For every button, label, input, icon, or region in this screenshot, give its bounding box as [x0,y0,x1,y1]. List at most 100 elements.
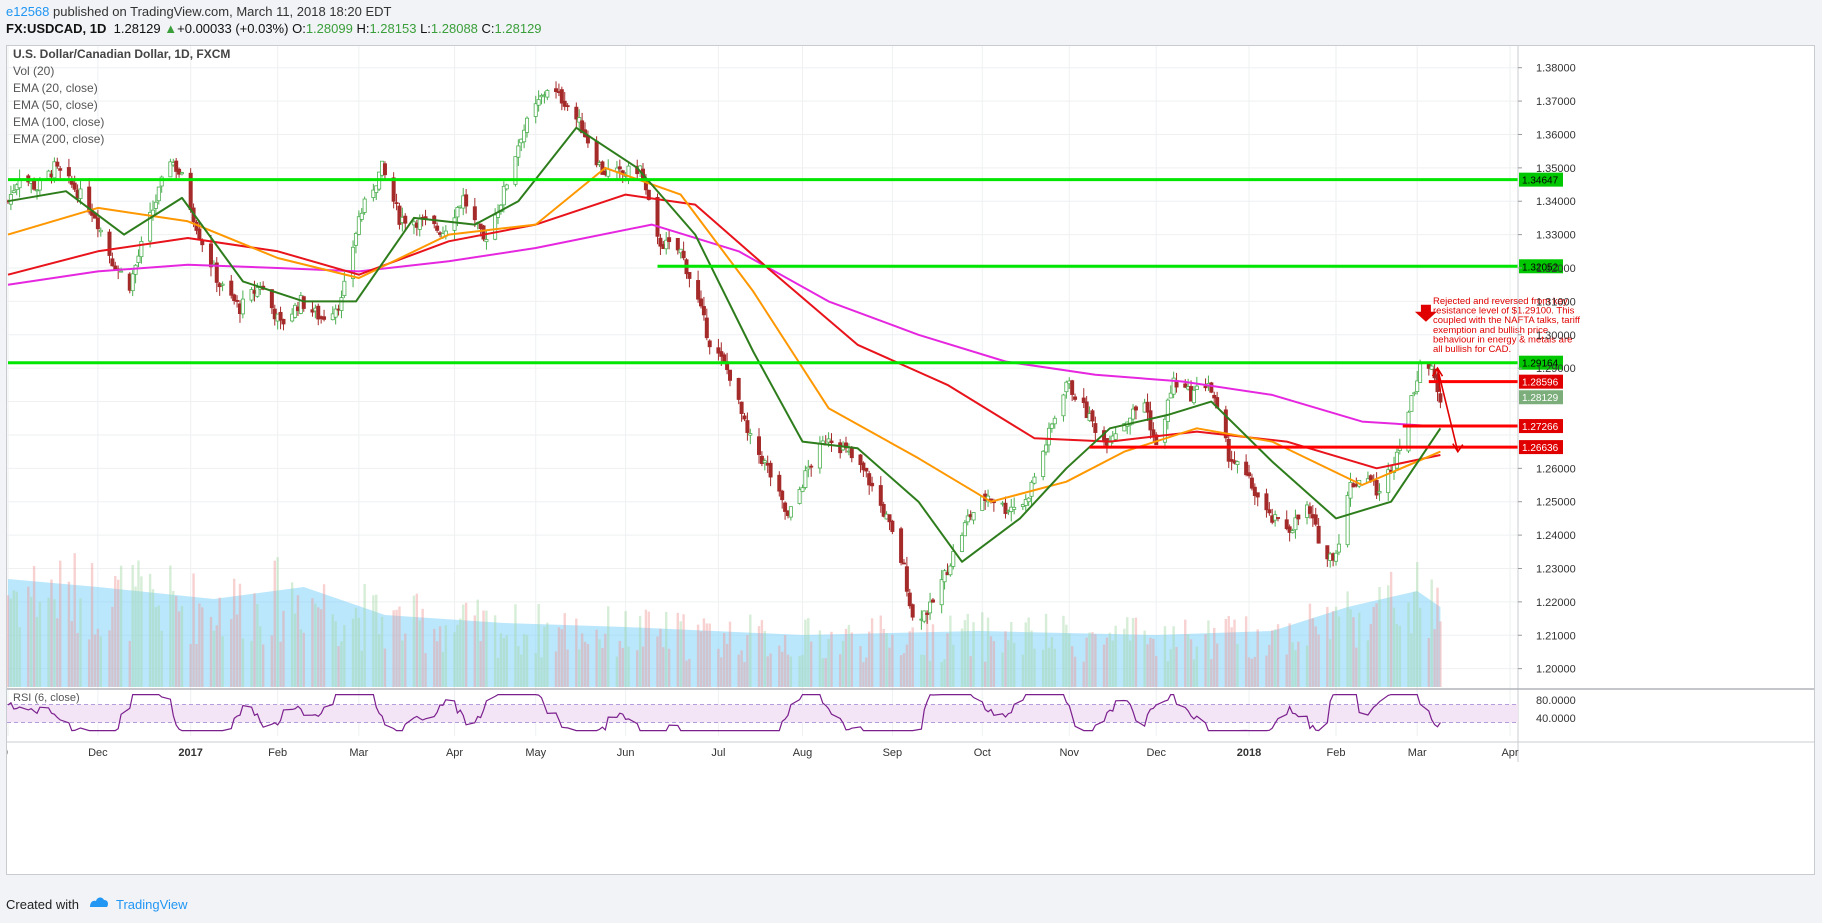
candle-body [1113,433,1118,440]
candle-body [139,240,144,258]
x-tick-label: Mar [349,747,368,759]
volume-bar [1172,626,1175,687]
author-link[interactable]: e12568 [6,4,50,19]
candle-body [809,465,814,468]
candle-body [359,212,364,220]
candle-body [208,243,213,268]
volume-bar [1247,657,1251,687]
price-chart[interactable]: 1.34647 1.32052 1.29164 1.28596 1.27266 1.266… [7,46,1814,874]
volume-bar [404,633,407,687]
volume-bar [763,630,766,687]
volume-bar [586,644,590,687]
volume-bar [38,601,42,687]
volume-bar [1123,628,1126,687]
volume-bar [479,641,482,687]
candle-body [1249,477,1254,489]
volume-bar [27,586,30,687]
volume-bar [392,610,395,687]
volume-bar [331,614,334,687]
change-value: +0.00033 (+0.03%) [177,21,289,36]
candle-body [742,415,747,420]
volume-bar [618,640,622,687]
volume-bar [644,609,648,687]
candle-body [1287,526,1292,533]
candle-body [1394,451,1399,469]
volume-bar [789,656,793,687]
volume-bar [67,581,71,687]
candle-body [948,565,953,576]
volume-bar [870,618,874,687]
candle-body [249,289,254,301]
volume-bar [418,620,421,687]
candle-body [655,196,660,237]
candle-body [72,182,77,190]
x-tick-label: 2018 [1237,747,1261,759]
tradingview-brand[interactable]: TradingView [116,897,188,912]
volume-bar [1131,617,1135,687]
candle-body [777,474,782,492]
volume-bar [18,627,21,687]
volume-bar [195,644,198,687]
volume-bar [1387,585,1390,687]
candle-body [1064,381,1069,393]
y-tick-label: 1.37000 [1536,96,1576,108]
volume-bar [1184,619,1187,687]
volume-bar [32,565,36,687]
volume-bar [476,599,479,687]
x-tick-label: Aug [793,747,813,759]
volume-bar [1392,607,1396,687]
volume-bar [520,654,523,687]
volume-bar [534,653,537,687]
volume-bar [821,658,824,687]
volume-bar [354,607,358,687]
volume-bar [441,652,445,687]
volume-bar [1105,637,1109,687]
volume-bar [830,631,833,687]
volume-bar [540,657,543,687]
volume-bar [250,640,253,687]
candle-body [762,460,767,464]
volume-bar [604,633,607,687]
volume-bar [986,617,990,687]
candle-body [1244,461,1249,476]
volume-bar [931,624,935,687]
volume-layer [7,553,1442,687]
candle-body [904,566,909,592]
volume-bar [966,613,969,687]
volume-bar [699,631,703,687]
candle-body [1203,385,1208,389]
x-tick-label: Oct [974,747,991,759]
volume-bar [111,606,114,687]
tradingview-logo-icon [90,897,108,907]
volume-bar [920,654,923,687]
candle-body [351,246,356,279]
candle-body [316,305,321,320]
candle-body [1345,495,1350,546]
candle-body [1084,401,1089,419]
volume-bar [1021,654,1025,687]
y-tick-label: 1.21000 [1536,630,1576,642]
volume-bar [282,610,285,687]
volume-bar [844,628,848,687]
candle-body [255,287,260,297]
candle-body [962,522,967,537]
candle-body [1133,406,1138,411]
volume-bar [647,611,651,687]
volume-bar [90,563,94,687]
candle-body [281,318,286,325]
candle-body [719,351,724,357]
x-tick-label: May [525,747,546,759]
footer: Created with TradingView [0,885,1822,923]
volume-bar [607,606,610,687]
x-tick-label: Feb [268,747,287,759]
legend-item: EMA (100, close) [13,115,104,129]
chart-frame[interactable]: 1.34647 1.32052 1.29164 1.28596 1.27266 1.266… [6,45,1815,875]
candle-body [1044,444,1049,453]
volume-bar [421,608,424,687]
volume-bar [624,611,627,687]
candle-body [699,298,704,307]
candle-body [901,562,906,565]
volume-bar [1346,591,1349,687]
candle-body [536,99,541,106]
volume-bar [7,595,10,687]
